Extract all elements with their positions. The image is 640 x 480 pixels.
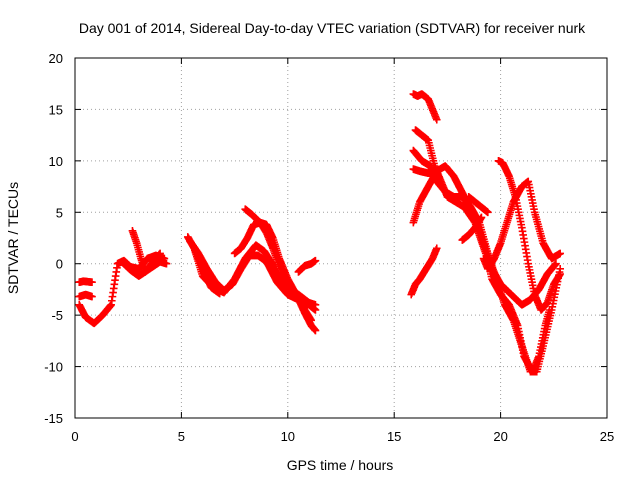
- data-point: [311, 326, 320, 335]
- data-point: [552, 259, 560, 268]
- data-points: [75, 90, 564, 376]
- series-arc20: [479, 177, 564, 273]
- series-arc05: [118, 257, 171, 280]
- chart-title: Day 001 of 2014, Sidereal Day-to-day VTE…: [79, 20, 586, 36]
- y-tick-label: 0: [56, 257, 63, 272]
- x-tick-label: 0: [71, 429, 78, 444]
- data-point: [556, 270, 564, 278]
- y-axis-label: SDTVAR / TECUs: [5, 182, 21, 294]
- data-point: [556, 249, 564, 258]
- data-point: [484, 208, 492, 217]
- series-arc12: [409, 90, 441, 124]
- series-arc19: [464, 193, 492, 217]
- series-arc17: [407, 244, 441, 299]
- y-tick-label: -15: [44, 411, 63, 426]
- x-tick-label: 10: [281, 429, 295, 444]
- data-point: [432, 244, 441, 253]
- y-tick-label: -10: [44, 360, 63, 375]
- data-point: [311, 301, 320, 309]
- data-point: [307, 316, 316, 325]
- x-tick-label: 25: [600, 429, 614, 444]
- axis-ticks: 0 5 10 15 20 25 -15 -10 -5 0 5 10 15 20: [44, 51, 614, 444]
- data-point: [88, 292, 96, 301]
- series-arc11: [294, 256, 320, 276]
- data-point: [311, 256, 320, 265]
- y-tick-label: -5: [51, 308, 63, 323]
- y-tick-label: 15: [49, 102, 63, 117]
- y-tick-label: 5: [56, 205, 63, 220]
- series-arc18: [458, 213, 486, 244]
- data-point: [88, 278, 96, 287]
- y-tick-label: 10: [49, 154, 63, 169]
- plot-frame: [74, 57, 608, 419]
- x-tick-label: 15: [387, 429, 401, 444]
- y-tick-label: 20: [49, 51, 63, 66]
- data-point: [477, 213, 486, 222]
- data-point: [432, 115, 441, 124]
- x-axis-label: GPS time / hours: [287, 457, 394, 473]
- data-point: [156, 249, 164, 258]
- series-arc10: [241, 205, 316, 325]
- series-arc02: [75, 290, 96, 301]
- x-tick-label: 5: [178, 429, 185, 444]
- data-point: [162, 259, 171, 268]
- x-tick-label: 20: [493, 429, 507, 444]
- series-arc01: [75, 277, 96, 287]
- series-arc21: [494, 157, 564, 314]
